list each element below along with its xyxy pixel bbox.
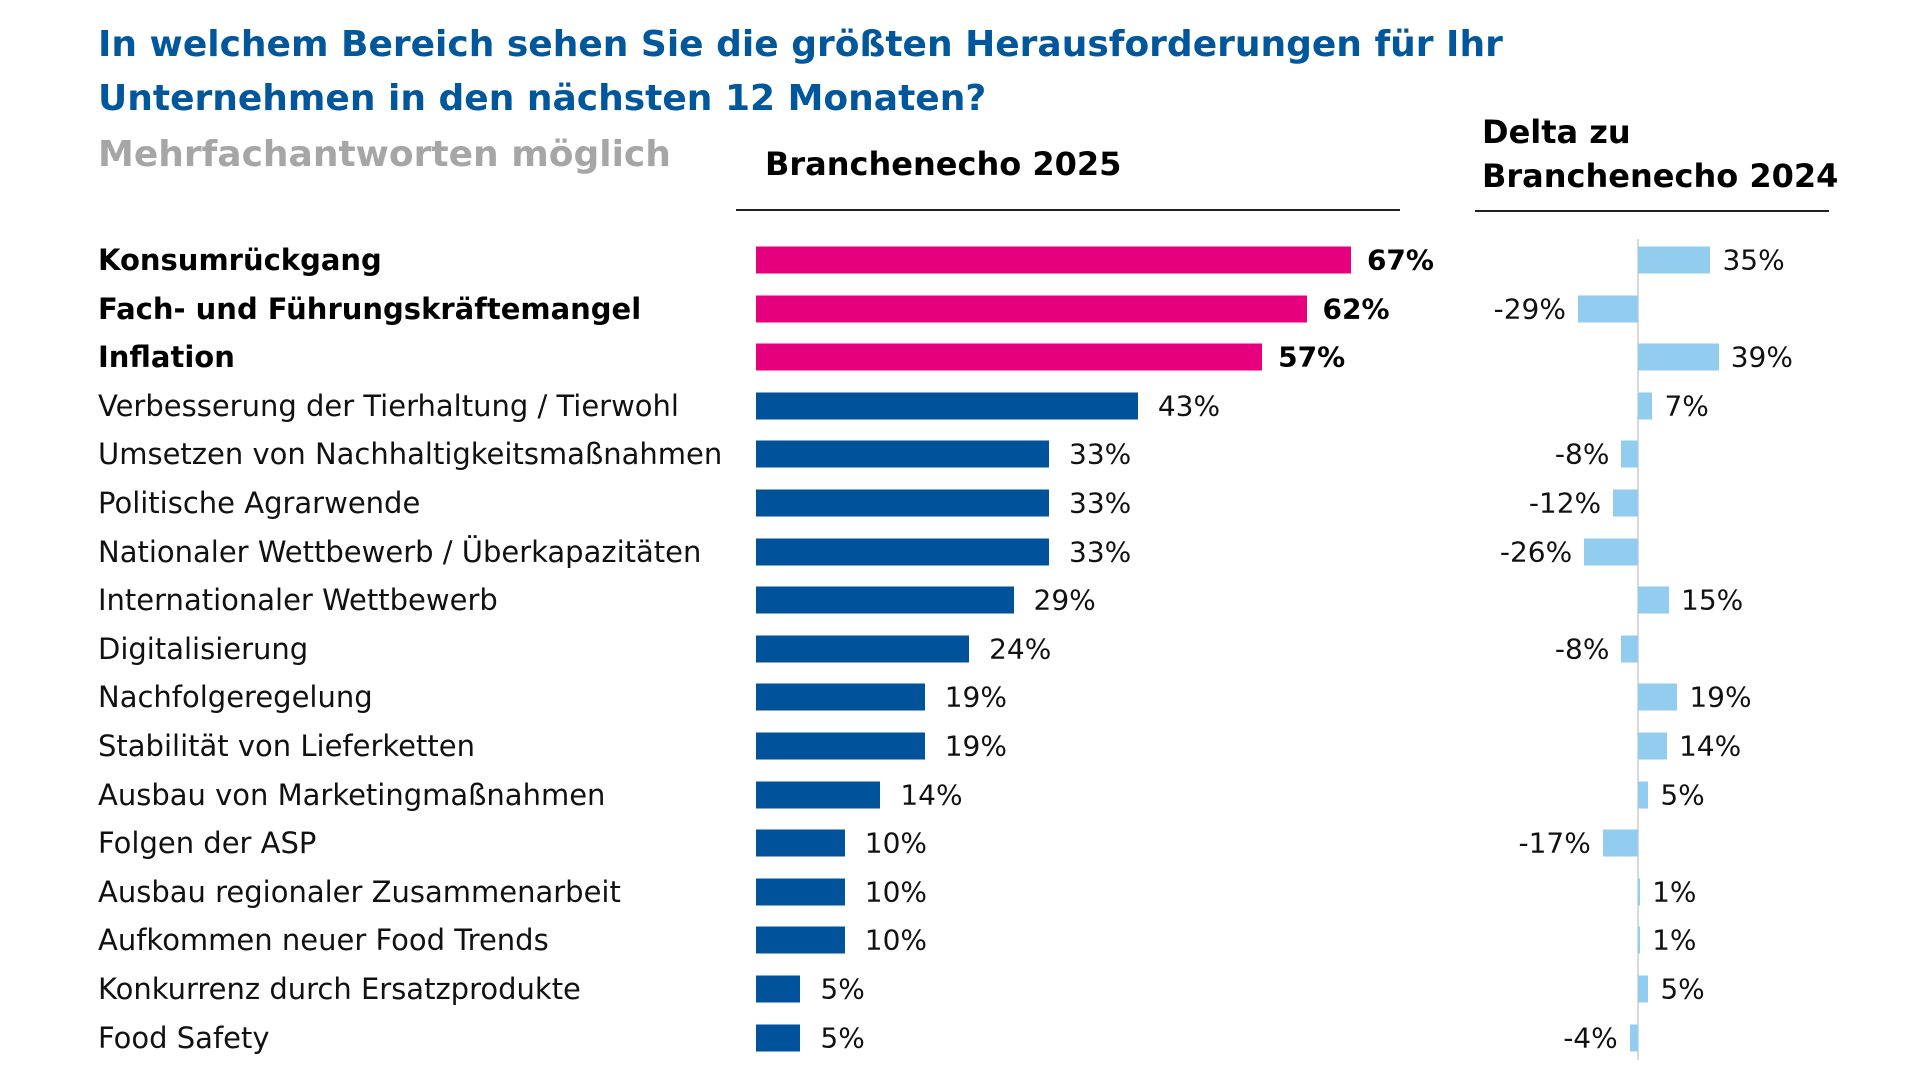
delta-zero-axis: [1637, 239, 1639, 1060]
data-label-2025: 29%: [1033, 583, 1096, 617]
header-rule-2025: [736, 209, 1400, 211]
bar-delta: [1621, 635, 1638, 663]
bar-2025: [756, 683, 925, 711]
chart-title-line-2: Unternehmen in den nächsten 12 Monaten?: [98, 78, 987, 119]
bar-delta: [1638, 781, 1649, 809]
data-label-2025: 57%: [1278, 340, 1346, 374]
data-label-delta: -8%: [1554, 437, 1610, 471]
data-label-2025: 10%: [864, 875, 928, 909]
category-label: Ausbau von Marketingmaßnahmen: [98, 777, 606, 812]
bar-delta: [1577, 295, 1638, 323]
bar-delta: [1638, 683, 1678, 711]
bar-delta: [1613, 489, 1638, 517]
bar-2025: [756, 635, 970, 663]
bar-delta: [1621, 440, 1638, 468]
bar-delta: [1584, 538, 1638, 566]
data-label-2025: 10%: [864, 826, 928, 860]
data-label-delta: -4%: [1563, 1021, 1618, 1055]
data-label-2025: 19%: [944, 729, 1007, 763]
data-label-delta: 5%: [1660, 972, 1705, 1006]
bar-2025: [756, 586, 1014, 614]
category-label: Politische Agrarwende: [98, 486, 421, 520]
category-label: Digitalisierung: [98, 631, 309, 666]
data-label-2025: 14%: [900, 778, 963, 812]
bar-2025: [756, 732, 925, 760]
data-label-delta: 19%: [1689, 680, 1752, 714]
category-label: Aufkommen neuer Food Trends: [98, 923, 549, 958]
data-label-2025: 67%: [1366, 243, 1434, 277]
bar-delta: [1629, 1024, 1638, 1052]
bar-2025: [756, 878, 845, 906]
bar-2025: [756, 926, 845, 954]
category-label: Umsetzen von Nachhaltigkeitsmaßnahmen: [98, 437, 723, 472]
category-label: Konkurrenz durch Ersatzprodukte: [98, 972, 581, 1006]
bar-2025: [756, 343, 1263, 371]
bar-2025: [756, 489, 1050, 517]
bar-delta: [1638, 392, 1653, 420]
data-label-2025: 24%: [989, 632, 1052, 666]
category-label: Verbesserung der Tierhaltung / Tierwohl: [98, 388, 679, 423]
bar-2025: [756, 295, 1307, 323]
data-label-2025: 33%: [1069, 437, 1132, 471]
category-label: Inflation: [98, 340, 235, 375]
delta-header: Delta zu Branchenecho 2024: [1482, 110, 1838, 198]
category-label: Food Safety: [98, 1020, 270, 1055]
data-label-2025: 5%: [820, 972, 865, 1006]
bar-2025: [756, 392, 1138, 420]
header-rule-delta: [1475, 210, 1829, 212]
data-label-2025: 43%: [1157, 389, 1221, 423]
bar-delta: [1638, 926, 1641, 954]
bar-2025: [756, 829, 845, 857]
data-label-delta: 5%: [1660, 778, 1705, 812]
bar-delta: [1638, 878, 1641, 906]
category-label: Internationaler Wettbewerb: [98, 583, 498, 618]
data-label-2025: 62%: [1322, 292, 1390, 326]
category-label: Nationaler Wettbewerb / Überkapazitäten: [98, 534, 702, 569]
bar-delta: [1638, 732, 1667, 760]
data-label-delta: 7%: [1664, 389, 1709, 423]
data-label-delta: 1%: [1652, 875, 1697, 909]
series-header-2025: Branchenecho 2025: [765, 145, 1122, 183]
bar-delta: [1638, 343, 1719, 371]
category-label: Ausbau regionaler Zusammenarbeit: [98, 874, 621, 909]
data-label-delta: -12%: [1528, 486, 1602, 520]
category-label: Konsumrückgang: [98, 243, 382, 277]
data-label-2025: 33%: [1069, 486, 1132, 520]
bar-delta: [1602, 829, 1638, 857]
delta-header-line-1: Delta zu: [1482, 113, 1631, 151]
data-label-delta: 14%: [1678, 729, 1742, 763]
data-label-delta: 35%: [1722, 243, 1785, 277]
bar-delta: [1638, 246, 1711, 274]
chart-title: In welchem Bereich sehen Sie die größten…: [98, 18, 1503, 126]
category-label: Stabilität von Lieferketten: [98, 729, 475, 763]
bar-2025: [756, 246, 1351, 274]
chart-title-line-1: In welchem Bereich sehen Sie die größten…: [98, 24, 1503, 65]
delta-header-line-2: Branchenecho 2024: [1482, 157, 1839, 195]
category-label: Nachfolgeregelung: [98, 680, 373, 715]
chart-subtitle: Mehrfachantworten möglich: [98, 134, 671, 175]
data-label-delta: -17%: [1518, 826, 1591, 860]
data-label-delta: -8%: [1554, 632, 1610, 666]
data-label-2025: 19%: [944, 680, 1007, 714]
category-label: Folgen der ASP: [98, 826, 317, 861]
data-label-2025: 5%: [820, 1021, 865, 1055]
data-label-delta: 1%: [1652, 923, 1697, 957]
category-label: Fach- und Führungskräftemangel: [98, 291, 642, 326]
bar-2025: [756, 781, 881, 809]
data-label-2025: 33%: [1069, 535, 1132, 569]
bar-2025: [756, 1024, 801, 1052]
data-label-delta: -26%: [1499, 535, 1573, 569]
bar-delta: [1638, 586, 1670, 614]
bar-2025: [756, 975, 801, 1003]
data-label-delta: 39%: [1730, 340, 1793, 374]
bar-delta: [1638, 975, 1649, 1003]
data-label-2025: 10%: [864, 923, 928, 957]
bar-2025: [756, 440, 1050, 468]
data-label-delta: -29%: [1493, 292, 1566, 326]
data-label-delta: 15%: [1681, 583, 1744, 617]
bar-2025: [756, 538, 1050, 566]
